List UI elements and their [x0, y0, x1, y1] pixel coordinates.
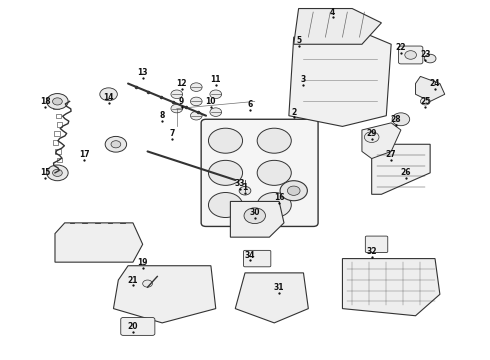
Polygon shape [55, 223, 143, 262]
Text: 21: 21 [128, 275, 138, 284]
Text: 16: 16 [274, 193, 284, 202]
Text: 18: 18 [40, 97, 50, 106]
Circle shape [210, 90, 221, 99]
Circle shape [365, 132, 379, 143]
Text: 7: 7 [169, 129, 174, 138]
Circle shape [239, 186, 251, 195]
FancyBboxPatch shape [366, 236, 388, 252]
Text: 19: 19 [137, 258, 148, 267]
Bar [57, 122, 62, 127]
Text: 4: 4 [330, 8, 335, 17]
Text: 12: 12 [176, 79, 187, 88]
Circle shape [420, 98, 430, 105]
Circle shape [257, 128, 291, 153]
Polygon shape [294, 9, 381, 44]
Bar [57, 158, 62, 162]
Circle shape [191, 111, 202, 120]
Text: 26: 26 [400, 168, 411, 177]
Text: 17: 17 [79, 150, 90, 159]
Text: 25: 25 [420, 97, 430, 106]
Circle shape [392, 113, 410, 126]
Bar [53, 140, 58, 145]
Circle shape [111, 141, 121, 148]
Text: 8: 8 [159, 111, 165, 120]
Text: 1: 1 [243, 183, 247, 192]
Circle shape [210, 108, 221, 116]
Bar [56, 113, 61, 118]
Text: 13: 13 [137, 68, 148, 77]
Bar [53, 105, 59, 109]
Text: 2: 2 [291, 108, 296, 117]
Text: 14: 14 [103, 93, 114, 102]
Circle shape [288, 186, 300, 195]
Circle shape [208, 160, 243, 185]
Bar [54, 131, 60, 136]
Circle shape [105, 136, 126, 152]
Text: 34: 34 [245, 251, 255, 260]
Text: 11: 11 [211, 76, 221, 85]
Circle shape [191, 83, 202, 91]
Text: 6: 6 [247, 100, 252, 109]
Circle shape [424, 54, 436, 63]
Bar [55, 149, 61, 154]
Circle shape [244, 208, 266, 224]
FancyBboxPatch shape [398, 46, 423, 64]
Circle shape [257, 193, 291, 217]
Polygon shape [114, 266, 216, 323]
Text: 9: 9 [179, 97, 184, 106]
Bar [55, 167, 60, 171]
Polygon shape [230, 202, 284, 237]
Circle shape [143, 280, 152, 287]
Circle shape [52, 98, 62, 105]
Text: 15: 15 [40, 168, 50, 177]
Text: 3: 3 [301, 76, 306, 85]
Circle shape [208, 128, 243, 153]
Circle shape [280, 181, 307, 201]
Text: 31: 31 [274, 283, 284, 292]
Polygon shape [362, 123, 401, 158]
Circle shape [405, 51, 416, 59]
FancyBboxPatch shape [121, 318, 155, 336]
Circle shape [47, 94, 68, 109]
Text: 28: 28 [391, 115, 401, 124]
FancyBboxPatch shape [201, 119, 318, 226]
Polygon shape [235, 273, 308, 323]
Circle shape [47, 165, 68, 181]
Text: 24: 24 [430, 79, 441, 88]
Text: 5: 5 [296, 36, 301, 45]
Text: 30: 30 [249, 208, 260, 217]
Polygon shape [416, 76, 445, 102]
Circle shape [191, 97, 202, 106]
Circle shape [171, 90, 183, 99]
FancyBboxPatch shape [244, 250, 271, 267]
Text: 10: 10 [206, 97, 216, 106]
Circle shape [257, 160, 291, 185]
Text: 27: 27 [386, 150, 396, 159]
Text: 33: 33 [235, 179, 245, 188]
Circle shape [171, 104, 183, 113]
Circle shape [52, 169, 62, 176]
Text: 32: 32 [367, 247, 377, 256]
Circle shape [100, 88, 117, 101]
Polygon shape [372, 144, 430, 194]
Text: 29: 29 [367, 129, 377, 138]
Text: 22: 22 [395, 43, 406, 52]
Text: 23: 23 [420, 50, 431, 59]
Polygon shape [343, 258, 440, 316]
Polygon shape [289, 30, 391, 126]
Text: 20: 20 [128, 322, 138, 331]
Circle shape [208, 193, 243, 217]
